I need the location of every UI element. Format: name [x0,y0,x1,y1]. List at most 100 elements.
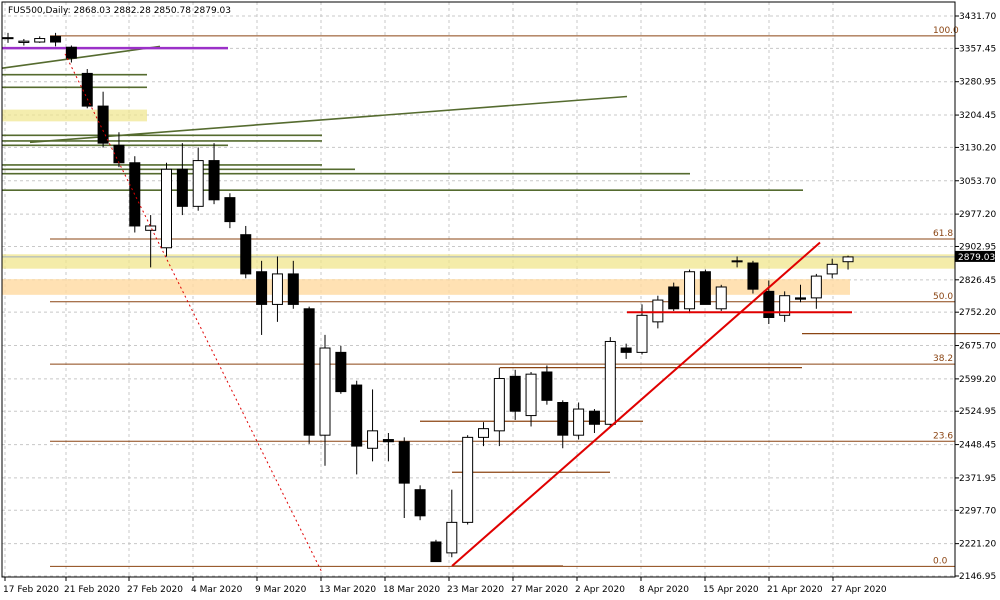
candle [684,269,696,314]
candle-body-bear [97,105,109,144]
candle-body-bull [842,256,854,263]
candle-body-bull [684,271,696,310]
candle [493,367,505,447]
red-trendline [451,241,821,567]
candle-body-bear [763,290,775,318]
candle [588,409,600,434]
candle [842,255,854,270]
candle-body-bear [208,160,220,201]
y-tick-label: 3204.45 [959,111,996,121]
candle-body-bull [478,428,489,438]
candle [795,284,806,303]
svg-text:2879.03: 2879.03 [958,253,995,263]
x-tick-label: 27 Apr 2020 [831,585,887,595]
y-tick-label: 3431.70 [959,12,996,22]
x-tick-label: 13 Mar 2020 [319,585,376,595]
candle [525,371,537,427]
sloping-line-lower [29,95,628,144]
plot-frame [1,1,956,578]
candle-body-bull [525,373,537,417]
candle-body-bull [636,314,648,353]
candle-body-bear [256,271,268,305]
y-tick-label: 3053.70 [959,177,996,187]
candle [382,433,394,462]
candle-body-bull [161,168,172,249]
y-tick-label: 2448.45 [959,441,996,451]
x-tick-label: 23 Mar 2020 [447,585,504,595]
fib-level-label: 50.0 [933,292,953,302]
candle-body-bear [287,273,299,305]
candle [161,162,172,257]
candle [620,343,632,359]
candle [731,256,743,268]
candle-body-bear [224,197,236,223]
symbol-label: FUS500,Daily: [8,6,71,16]
zone-orange [2,279,850,295]
y-tick-label: 2221.20 [959,540,996,550]
candle [430,539,442,563]
candle [668,282,680,311]
candle [747,260,759,294]
candle-body-bear [113,144,125,164]
y-tick-label: 2371.95 [959,474,996,484]
candle-body-bull [604,340,616,425]
trend-overlays [64,53,852,573]
candle [367,389,379,462]
candle [414,485,426,521]
candle [446,489,458,558]
candle-body-bear [668,286,680,310]
candle [240,225,252,279]
candle [18,38,30,46]
candle [335,345,347,394]
y-tick-label: 2826.45 [959,276,996,286]
candle [145,215,157,268]
candle-body-bear [541,371,553,401]
candle [462,435,474,525]
candle-body-bear [620,347,632,353]
candle [604,337,616,427]
candle-body-bear [414,489,426,517]
candle-body-bull [462,436,474,523]
candle [557,400,569,449]
candle [715,284,727,311]
candle-body-bull [493,378,505,432]
x-tick-label: 2 Apr 2020 [575,585,625,595]
dotted-diagonal-line [64,53,323,573]
candle-body-bull [192,160,204,207]
y-tick-label: 2146.95 [959,572,996,582]
candle [810,273,822,309]
x-tick-label: 17 Feb 2020 [3,585,59,595]
candle [398,437,410,519]
ohlc-values: 2868.03 2882.28 2850.78 2879.03 [74,6,231,16]
candle [271,256,283,322]
candle-body-bull [319,347,331,436]
candle [256,260,268,335]
candle-body-bull [2,37,14,40]
candle [176,143,188,216]
candle [541,365,553,405]
candle-body-bull [779,295,791,316]
y-tick-label: 2977.20 [959,210,996,220]
candle-body-bear [176,168,188,207]
fibonacci-levels: 100.0 61.8 50.0 38.2 23.6 0.0 [50,26,959,567]
candle [319,334,331,466]
candle [826,258,838,279]
candle-body-bull [573,408,585,436]
candle-body-bear [335,351,347,393]
y-tick-label: 2599.20 [959,375,996,385]
y-tick-label: 3280.95 [959,78,996,88]
y-tick-label: 2902.95 [959,242,996,252]
candle-body-bear [240,234,252,275]
candle-body-bear [731,260,743,263]
candle-body-bear [588,410,600,425]
fib-level-label: 23.6 [933,431,953,441]
sloping-line-upper [1,45,161,69]
time-axis: 17 Feb 2020 21 Feb 2020 27 Feb 2020 4 Mar 2… [3,577,887,595]
candle [779,291,791,322]
candle-body-bull [367,430,379,449]
candle [478,422,489,447]
x-tick-label: 9 Mar 2020 [255,585,307,595]
candle [303,306,315,444]
candle [351,380,363,475]
